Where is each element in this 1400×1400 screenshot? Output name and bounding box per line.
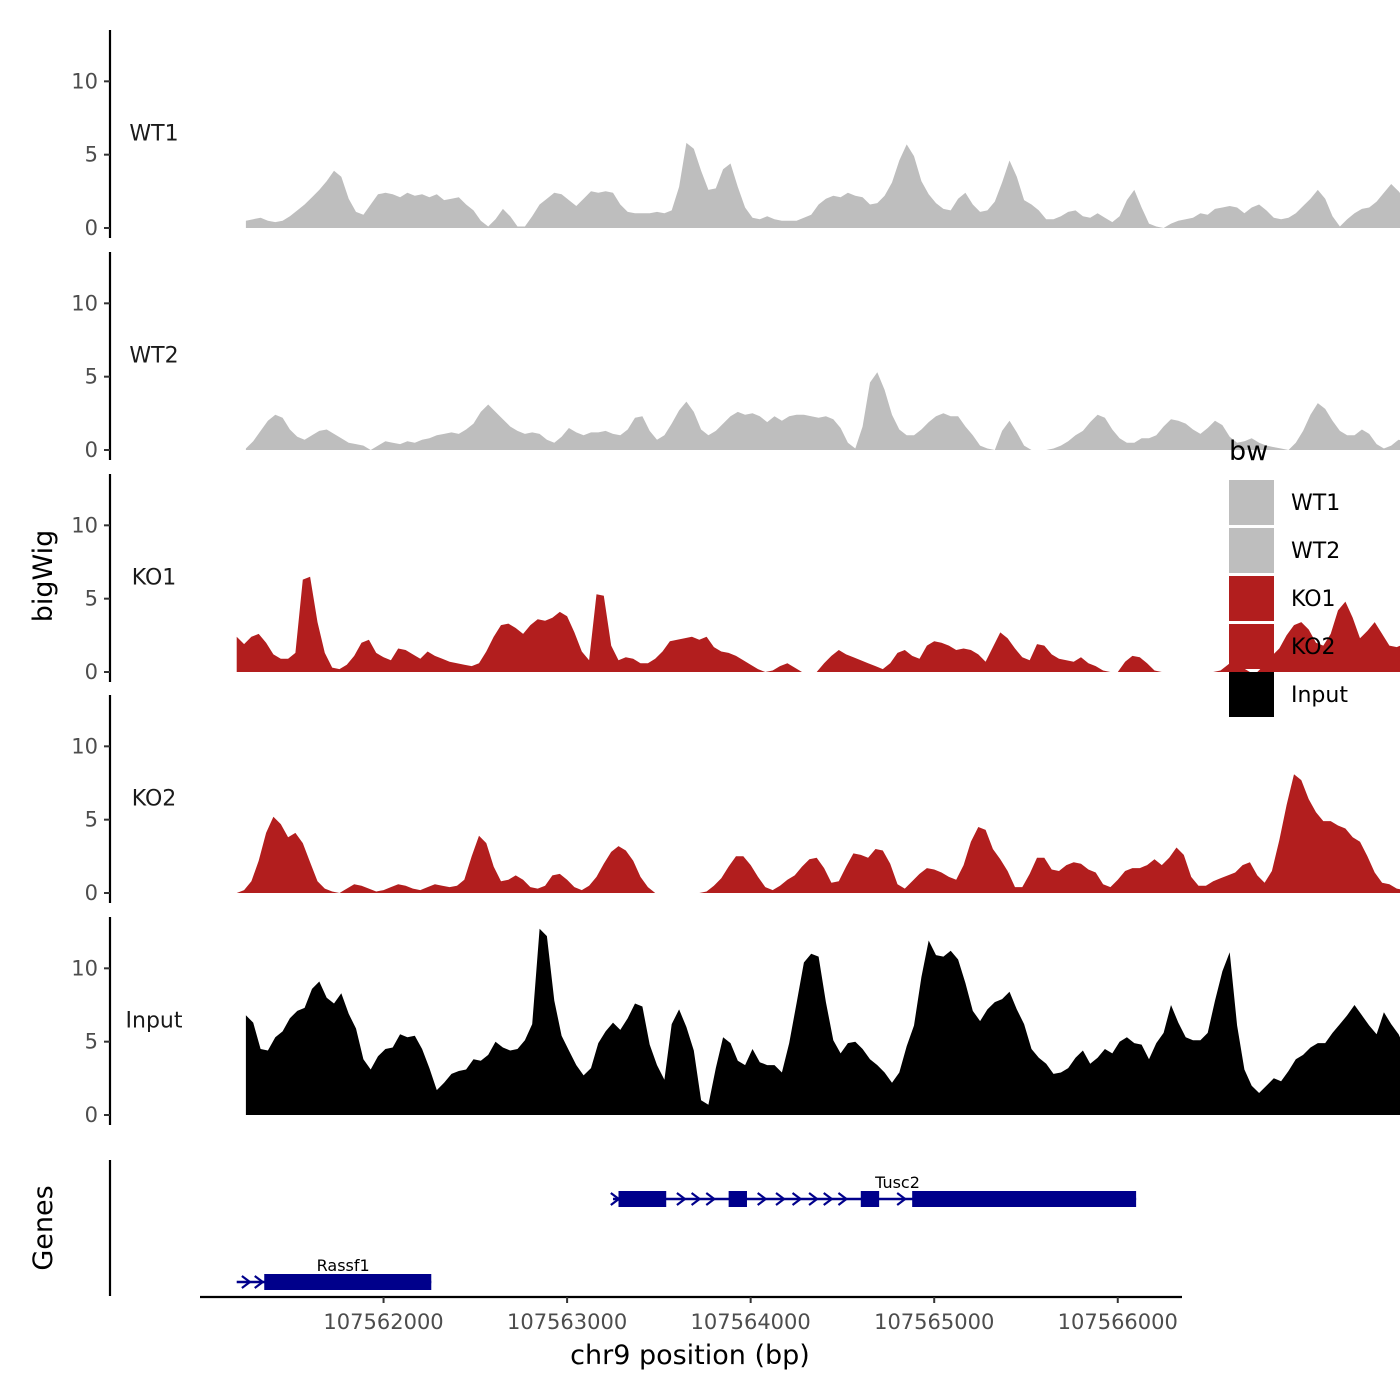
area-input xyxy=(245,928,1400,1115)
y-tick-label: 10 xyxy=(71,734,98,758)
y-tick-label: 5 xyxy=(85,587,98,611)
gene-exon xyxy=(912,1191,1137,1207)
strand-arrow-icon xyxy=(705,1192,717,1206)
legend-key xyxy=(1229,528,1274,573)
track-ko2: 0 5 10 KO2 xyxy=(71,695,1400,905)
y-tick-label: 5 xyxy=(85,1030,98,1054)
y-tick-label: 0 xyxy=(85,660,98,684)
x-tick-label: 107565000 xyxy=(874,1310,994,1334)
y-tick-label: 5 xyxy=(85,808,98,832)
legend-label: KO2 xyxy=(1291,635,1336,660)
strand-arrow-icon xyxy=(896,1192,907,1206)
y-tick-label: 5 xyxy=(85,365,98,389)
legend-label: WT1 xyxy=(1291,491,1340,516)
area-ko1 xyxy=(236,576,1400,672)
y-tick-label: 0 xyxy=(85,438,98,462)
gene-exon xyxy=(860,1191,880,1207)
track-label: WT1 xyxy=(129,122,178,147)
x-tick-label: 107564000 xyxy=(691,1310,811,1334)
x-tick-label: 107563000 xyxy=(507,1310,627,1334)
gene-label: Rassf1 xyxy=(317,1256,370,1275)
strand-arrow-icon xyxy=(241,1275,252,1289)
track-input: 0 5 10 Input xyxy=(71,917,1400,1127)
legend-key xyxy=(1229,480,1274,525)
legend-title: bw xyxy=(1229,436,1268,467)
x-axis: 107562000 107563000 107564000 107565000 1075… xyxy=(200,1295,1182,1334)
strand-arrow-icon xyxy=(823,1192,834,1206)
strand-arrow-icon xyxy=(837,1192,849,1206)
area-wt2 xyxy=(245,372,1400,450)
strand-arrow-icon xyxy=(808,1192,819,1206)
gene-track-title: Genes xyxy=(28,1185,59,1270)
legend-key xyxy=(1229,624,1274,669)
gene-label: Tusc2 xyxy=(874,1173,920,1192)
y-tick-label: 5 xyxy=(85,143,98,167)
strand-arrow-icon xyxy=(676,1192,687,1206)
y-axis-title: bigWig xyxy=(28,530,59,623)
legend-key xyxy=(1229,576,1274,621)
y-tick-label: 10 xyxy=(71,291,98,315)
y-tick-label: 0 xyxy=(85,1103,98,1127)
legend-key xyxy=(1229,672,1274,717)
gene-tusc2: Tusc2 xyxy=(610,1173,1137,1207)
y-tick-label: 0 xyxy=(85,216,98,240)
strand-arrow-icon xyxy=(254,1275,265,1289)
gene-exon xyxy=(264,1274,432,1290)
legend-label: KO1 xyxy=(1291,587,1336,612)
y-tick-label: 10 xyxy=(71,513,98,537)
legend-label: WT2 xyxy=(1291,539,1340,564)
x-axis-title: chr9 position (bp) xyxy=(570,1340,810,1371)
strand-arrow-icon xyxy=(690,1192,702,1206)
legend-label: Input xyxy=(1291,683,1348,708)
gene-exon xyxy=(728,1191,747,1207)
y-tick-label: 10 xyxy=(71,69,98,93)
strand-arrow-icon xyxy=(775,1192,786,1206)
track-label: Input xyxy=(126,1009,183,1034)
x-tick-label: 107566000 xyxy=(1058,1310,1178,1334)
area-wt1 xyxy=(245,142,1400,228)
track-label: KO1 xyxy=(132,566,177,591)
strand-arrow-icon xyxy=(791,1192,803,1206)
track-wt1: 0 5 10 WT1 xyxy=(71,30,1400,240)
track-label: WT2 xyxy=(129,344,178,369)
legend: bw WT1 WT2 KO1 KO2 Input xyxy=(1229,436,1348,717)
y-tick-label: 10 xyxy=(71,956,98,980)
gene-track: Rassf1 Tusc2 xyxy=(108,1160,1137,1296)
strand-arrow-icon xyxy=(757,1192,768,1206)
track-wt2: 0 5 10 WT2 xyxy=(71,252,1400,462)
gene-rassf1: Rassf1 xyxy=(236,1256,432,1290)
x-tick-label: 107562000 xyxy=(323,1310,443,1334)
track-label: KO2 xyxy=(132,787,177,812)
y-tick-label: 0 xyxy=(85,881,98,905)
gene-exon xyxy=(618,1191,667,1207)
area-ko2 xyxy=(236,774,1400,893)
signal-tracks: 0 5 10 WT1 0 5 10 WT2 0 5 10 KO1 0 5 10 KO2 0 5 10 Input xyxy=(71,30,1400,1127)
track-ko1: 0 5 10 KO1 xyxy=(71,474,1400,684)
